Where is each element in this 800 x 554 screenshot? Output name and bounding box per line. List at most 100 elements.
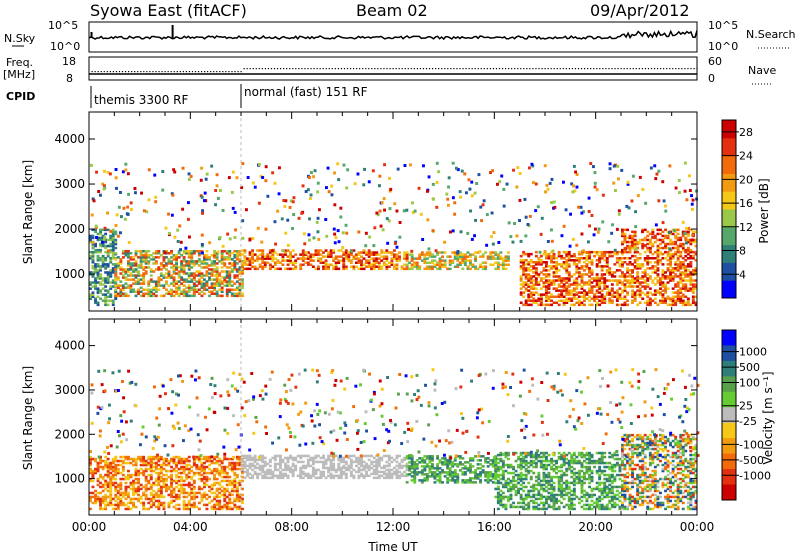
echo-cell — [656, 279, 660, 282]
echo-cell — [170, 499, 173, 503]
echo-cell — [529, 269, 533, 272]
echo-cell — [583, 297, 586, 300]
echo-cell — [185, 252, 189, 255]
echo-cell — [241, 464, 244, 468]
echo-cell — [648, 275, 652, 278]
echo-cell — [522, 250, 526, 254]
echo-cell — [251, 261, 254, 264]
echo-cell — [605, 259, 609, 262]
echo-cell — [220, 260, 224, 263]
echo-cell — [385, 468, 389, 472]
echo-cell — [395, 263, 399, 266]
echo-cell — [192, 501, 196, 505]
echo-cell — [119, 459, 123, 463]
echo-cell — [225, 250, 229, 253]
echo-cell — [342, 456, 346, 460]
echo-cell — [127, 491, 130, 495]
echo-cell — [380, 458, 384, 462]
echo-cell — [527, 283, 531, 286]
echo-cell — [691, 230, 695, 234]
echo-cell — [567, 265, 571, 268]
echo-cell — [187, 254, 191, 257]
echo-cell — [172, 266, 176, 269]
echo-cell — [600, 269, 604, 272]
echo-cell — [610, 283, 614, 286]
echo-cell — [177, 487, 181, 491]
echo-cell — [121, 250, 125, 253]
echo-cell — [271, 265, 275, 268]
echo-cell — [626, 240, 629, 244]
echo-cell — [684, 303, 688, 307]
echo-cell — [567, 263, 571, 266]
echo-cell-scatter — [221, 209, 225, 212]
echo-cell — [94, 301, 97, 304]
echo-cell — [205, 479, 209, 483]
echo-cell-scatter — [543, 164, 547, 168]
echo-cell — [177, 252, 181, 255]
echo-cell-scatter — [283, 204, 287, 208]
echo-cell — [215, 276, 219, 279]
echo-cell — [286, 456, 290, 460]
echo-cell — [534, 279, 538, 282]
echo-cell — [225, 489, 229, 493]
echo-cell — [618, 287, 622, 290]
echo-cell — [230, 483, 234, 487]
echo-cell — [104, 299, 108, 302]
echo-cell-scatter — [410, 249, 414, 253]
echo-cell — [109, 483, 113, 487]
echo-cell-scatter — [383, 208, 386, 212]
echo-cell — [142, 282, 146, 285]
echo-cell — [111, 459, 115, 463]
echo-cell — [583, 303, 586, 307]
echo-cell — [565, 299, 569, 302]
echo-cell — [99, 244, 102, 248]
echo-cell — [382, 454, 386, 458]
echo-cell — [114, 477, 118, 481]
echo-cell — [628, 269, 632, 272]
echo-cell — [600, 297, 604, 300]
echo-cell — [585, 291, 589, 294]
echo-cell — [674, 252, 678, 256]
echo-cell — [433, 477, 437, 480]
echo-cell-scatter — [171, 193, 175, 197]
echo-cell — [342, 259, 346, 262]
echo-cell — [147, 282, 151, 285]
echo-cell — [121, 461, 125, 465]
echo-cell — [99, 242, 102, 246]
echo-cell — [172, 459, 176, 463]
echo-cell — [694, 244, 698, 248]
echo-cell — [547, 285, 551, 288]
echo-cell — [337, 249, 341, 252]
echo-cell — [479, 265, 482, 268]
echo-cell — [200, 286, 204, 289]
echo-cell — [220, 489, 224, 493]
echo-cell — [263, 265, 267, 268]
echo-cell-scatter — [154, 200, 158, 204]
nave-dot — [359, 68, 361, 70]
echo-cell — [121, 268, 125, 271]
nave-dot — [650, 68, 653, 70]
echo-cell-scatter — [201, 209, 204, 213]
echo-cell — [504, 259, 508, 262]
echo-cell — [334, 263, 338, 266]
echo-cell — [149, 463, 153, 467]
echo-cell — [583, 281, 586, 284]
echo-cell — [223, 278, 227, 281]
echo-cell — [636, 257, 640, 260]
echo-cell — [116, 507, 120, 511]
echo-cell — [653, 269, 657, 272]
echo-cell — [689, 287, 693, 290]
echo-cell — [691, 285, 695, 288]
echo-cell — [154, 250, 158, 253]
echo-cell — [218, 284, 222, 287]
echo-cell-scatter — [678, 191, 681, 194]
echo-cell — [99, 277, 102, 280]
echo-cell-scatter — [114, 176, 118, 180]
echo-cell-scatter — [463, 172, 467, 176]
echo-cell — [408, 473, 412, 476]
echo-cell — [208, 290, 211, 293]
echo-cell — [466, 267, 470, 271]
echo-cell — [142, 266, 146, 269]
echo-cell — [380, 265, 384, 268]
echo-cell — [192, 497, 196, 501]
